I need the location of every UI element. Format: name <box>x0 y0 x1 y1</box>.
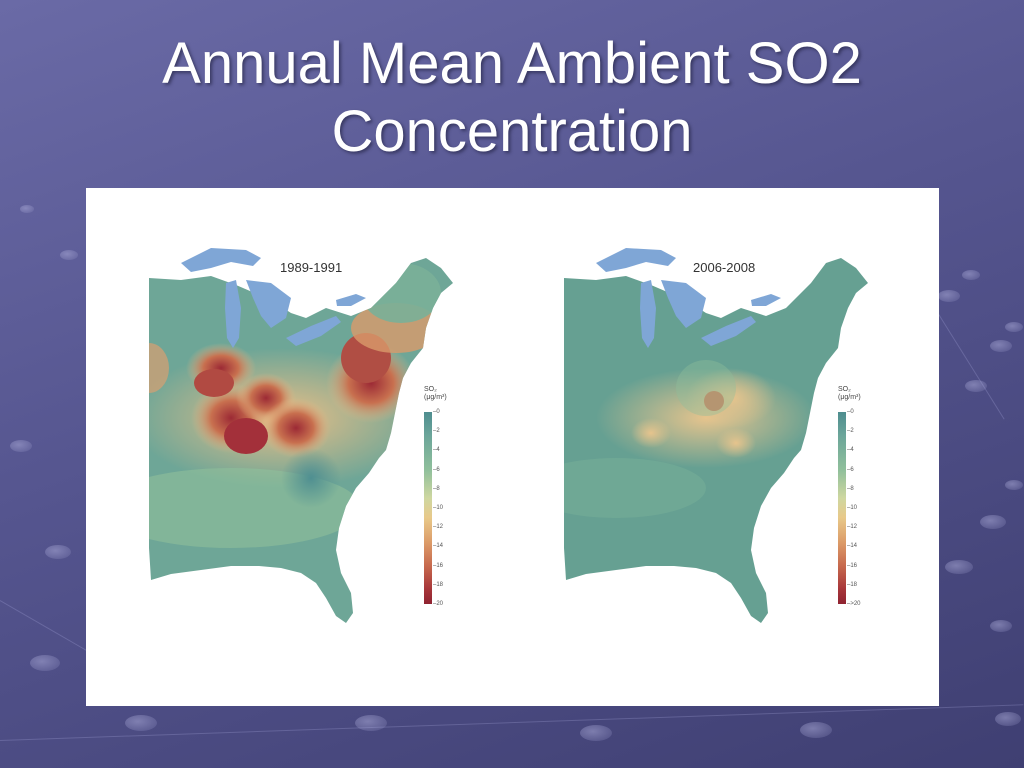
bg-dot <box>1005 480 1023 490</box>
legend-tick-label: –18 <box>847 581 858 588</box>
bg-dot <box>938 290 960 302</box>
legend-tick-label: –2 <box>847 428 854 435</box>
legend-tick-label: –>20 <box>847 601 861 607</box>
bg-dot <box>990 340 1012 352</box>
bg-dot <box>20 205 34 213</box>
bg-dot <box>125 715 157 731</box>
lake-erie-shape <box>286 316 341 346</box>
lake-huron-shape <box>661 280 706 328</box>
legend-tick-label: –18 <box>433 581 444 588</box>
bg-dot <box>1005 322 1023 332</box>
bg-dot <box>10 440 32 452</box>
bg-dot <box>995 712 1021 726</box>
lake-superior-shape <box>181 248 261 272</box>
bg-dot <box>945 560 973 574</box>
legend-title-line-2: (μg/m³) <box>424 394 447 401</box>
legend-color-bar <box>838 412 846 604</box>
lake-erie-shape <box>701 316 756 346</box>
bg-dot <box>355 715 387 731</box>
legend-tick-label: –2 <box>433 428 440 435</box>
bg-dot <box>30 655 60 671</box>
lake-ontario-shape <box>751 294 781 306</box>
bg-dot <box>800 722 832 738</box>
legend-tick-label: –4 <box>433 447 440 454</box>
slide-title-line-2: Concentration <box>331 99 693 164</box>
bg-line <box>929 300 1005 420</box>
legend-tick-label: –16 <box>433 562 444 569</box>
legend-title: SO₂ (μg/m³) <box>424 386 447 402</box>
legend-tick-label: –10 <box>433 505 444 511</box>
map-period-label: 2006-2008 <box>693 260 756 275</box>
legend-tick-label: –14 <box>847 543 858 550</box>
legend-tick-label: –8 <box>847 485 854 492</box>
lake-michigan-shape <box>225 280 241 348</box>
legend-title: SO₂ (μg/m³) <box>838 386 861 402</box>
so2-map-2006-2008 <box>564 248 868 623</box>
legend-tick-label: –12 <box>433 524 444 531</box>
legend-tick-label: –10 <box>847 505 858 511</box>
figure-panel: 1989-1991 SO₂ (μg/m³) –0 –2 –4 –6 –8 –10 –12 –1… <box>86 188 939 706</box>
legend-tick-label: –6 <box>433 466 440 473</box>
map-period-label: 1989-1991 <box>280 260 343 275</box>
legend-tick-label: –0 <box>433 409 440 415</box>
legend-tick-label: –6 <box>847 466 854 473</box>
legend-tick-label: –14 <box>433 543 444 550</box>
bg-dot <box>45 545 71 559</box>
so2-map-1989-1991 <box>149 248 453 623</box>
legend-color-bar <box>424 412 432 604</box>
bg-dot <box>580 725 612 741</box>
legend-tick-label: –8 <box>433 485 440 492</box>
lake-huron-shape <box>246 280 291 328</box>
legend-tick-label: –16 <box>847 562 858 569</box>
bg-dot <box>965 380 987 392</box>
lake-ontario-shape <box>336 294 366 306</box>
legend-tick-label: –4 <box>847 447 854 454</box>
lake-michigan-shape <box>640 280 656 348</box>
legend-tick-label: –20 <box>433 601 444 607</box>
slide-title: Annual Mean Ambient SO2 Concentration <box>0 30 1024 166</box>
legend-title-line-1: SO₂ <box>838 386 851 393</box>
legend-tick-label: –12 <box>847 524 858 531</box>
bg-dot <box>990 620 1012 632</box>
legend-title-line-2: (μg/m³) <box>838 394 861 401</box>
bg-dot <box>962 270 980 280</box>
lake-superior-shape <box>596 248 676 272</box>
bg-dot <box>980 515 1006 529</box>
legend-tick-label: –0 <box>847 409 854 415</box>
bg-dot <box>60 250 78 260</box>
slide-title-line-1: Annual Mean Ambient SO2 <box>162 31 862 96</box>
legend-title-line-1: SO₂ <box>424 386 437 393</box>
